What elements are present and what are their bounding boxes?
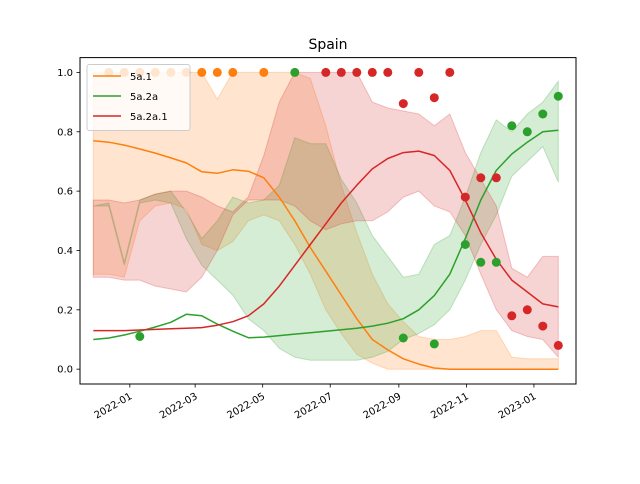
data-point-3: [429, 93, 439, 103]
data-point-3: [445, 67, 455, 77]
data-point-3: [460, 192, 470, 202]
plot-frame: [79, 57, 577, 385]
data-point-2: [491, 257, 501, 267]
series-line-2: [93, 129, 559, 341]
data-point-2: [538, 109, 548, 119]
legend-label-1: 5a.1: [130, 72, 152, 83]
data-point-3: [491, 173, 501, 183]
data-point-3: [476, 173, 486, 183]
confidence-band-2: [93, 79, 559, 361]
data-point-3: [414, 67, 424, 77]
x-tick-label: 2022-11: [429, 391, 471, 421]
data-point-2: [507, 121, 517, 131]
y-tick-label: 0.2: [57, 305, 73, 316]
y-tick-label: 1.0: [57, 68, 73, 79]
x-tick-label: 2022-07: [293, 391, 335, 421]
y-tick-label: 0.8: [57, 127, 73, 138]
legend-label-2: 5a.2a: [130, 92, 158, 103]
data-point-3: [522, 305, 532, 315]
x-tick-label: 2022-01: [93, 391, 135, 421]
data-point-2: [290, 67, 300, 77]
legend-label-3: 5a.2a.1: [130, 112, 168, 123]
y-tick-label: 0.0: [57, 365, 73, 376]
series-line-1: [93, 139, 559, 370]
data-point-2: [460, 240, 470, 249]
x-tick-label: 2023-01: [497, 391, 539, 421]
y-tick-label: 0.6: [57, 187, 73, 198]
x-tick-label: 2022-05: [225, 391, 267, 421]
data-point-3: [507, 311, 517, 321]
x-tick-label: 2022-09: [362, 391, 404, 421]
data-point-3: [367, 67, 377, 77]
data-point-3: [336, 67, 346, 77]
data-point-2: [429, 339, 439, 349]
data-point-1: [228, 67, 238, 77]
x-tick-label: 2022-03: [158, 391, 200, 421]
data-point-3: [538, 321, 548, 331]
data-point-1: [259, 67, 269, 77]
y-tick-label: 0.4: [57, 246, 73, 257]
data-point-3: [383, 67, 393, 77]
legend-box: [86, 64, 191, 131]
data-point-2: [398, 333, 408, 343]
data-point-2: [522, 127, 532, 137]
data-point-3: [321, 67, 331, 77]
data-point-1: [212, 67, 222, 77]
chart-title: Spain: [308, 37, 347, 53]
data-point-1: [197, 67, 207, 77]
data-point-3: [352, 67, 362, 77]
data-point-2: [476, 257, 486, 267]
data-point-3: [553, 340, 563, 350]
data-point-2: [135, 332, 145, 341]
series-line-3: [93, 150, 559, 332]
confidence-band-3: [92, 71, 559, 359]
data-point-3: [398, 99, 408, 109]
data-point-2: [553, 91, 563, 101]
